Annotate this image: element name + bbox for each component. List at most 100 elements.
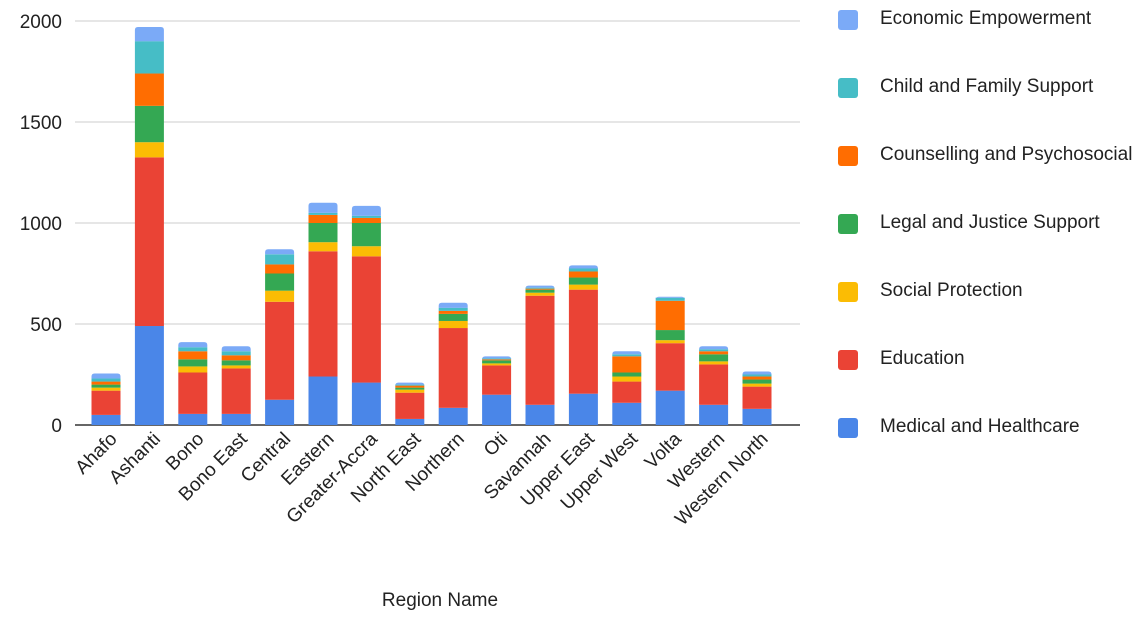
- legend-item: Medical and Healthcare: [838, 416, 1138, 484]
- bar-segment: [221, 365, 251, 369]
- bar-segment: [438, 310, 468, 314]
- legend-label: Social Protection: [880, 280, 1023, 301]
- bar-segment: [221, 360, 251, 366]
- bar-segment: [134, 326, 164, 425]
- legend-item: Legal and Justice Support: [838, 212, 1138, 280]
- bar-segment: [438, 407, 468, 425]
- bar-segment: [178, 372, 208, 414]
- bar-segment: [221, 351, 251, 356]
- bar-segment: [612, 402, 642, 425]
- legend-label: Counselling and Psychosocial: [880, 144, 1133, 165]
- bar-segment: [265, 249, 295, 255]
- bar-segment: [178, 342, 208, 348]
- legend-swatch: [838, 350, 858, 370]
- bar-segment: [134, 41, 164, 74]
- bar-segment: [568, 277, 598, 285]
- bar-segment: [351, 246, 381, 257]
- bar-segment: [308, 242, 338, 252]
- bar-segment: [395, 387, 425, 390]
- bars: [91, 27, 772, 425]
- bar-segment: [91, 373, 121, 379]
- legend-swatch: [838, 146, 858, 166]
- bar-segment: [612, 376, 642, 382]
- bar-segment: [395, 382, 425, 386]
- bar-segment: [655, 297, 685, 301]
- y-axis-ticks: 0 500 1000 1500 2000: [20, 12, 62, 437]
- bar-segment: [612, 351, 642, 355]
- bar-segment: [482, 365, 512, 395]
- legend-item: Social Protection: [838, 280, 1138, 348]
- legend-item: Education: [838, 348, 1138, 416]
- bar-segment: [395, 384, 425, 386]
- bar-segment: [91, 390, 121, 415]
- bar-segment: [525, 404, 555, 425]
- bar-segment: [568, 393, 598, 425]
- bar-segment: [482, 358, 512, 360]
- bar-segment: [351, 215, 381, 218]
- bar-segment: [265, 290, 295, 302]
- bar-segment: [699, 351, 729, 355]
- bar-segment: [351, 217, 381, 223]
- bar-segment: [525, 288, 555, 290]
- bar-segment: [438, 328, 468, 408]
- y-tick-label: 2000: [20, 12, 62, 33]
- bar-segment: [91, 381, 121, 385]
- bar-segment: [91, 384, 121, 388]
- bar-segment: [351, 205, 381, 216]
- legend-label: Child and Family Support: [880, 76, 1094, 97]
- bar-segment: [265, 301, 295, 400]
- bar-segment: [699, 361, 729, 365]
- legend-swatch: [838, 282, 858, 302]
- bar-segment: [525, 289, 555, 293]
- legend-swatch: [838, 214, 858, 234]
- y-tick-label: 0: [51, 416, 62, 437]
- bar-segment: [568, 289, 598, 394]
- bar-segment: [482, 394, 512, 425]
- bar-segment: [134, 73, 164, 106]
- bar-segment: [699, 346, 729, 350]
- bar-segment: [612, 372, 642, 377]
- legend-swatch: [838, 78, 858, 98]
- x-axis-title: Region Name: [381, 590, 499, 611]
- bar-segment: [612, 381, 642, 403]
- bar-segment: [91, 387, 121, 391]
- bar-segment: [308, 212, 338, 215]
- y-tick-label: 500: [30, 315, 62, 336]
- bar-segment: [221, 413, 251, 425]
- bar-segment: [482, 363, 512, 366]
- bar-segment: [525, 287, 555, 289]
- bar-segment: [265, 273, 295, 291]
- bar-segment: [395, 418, 425, 425]
- legend-item: Counselling and Psychosocial: [838, 144, 1138, 212]
- bar-segment: [134, 157, 164, 327]
- bar-segment: [525, 292, 555, 296]
- bar-segment: [438, 320, 468, 329]
- bar-segment: [265, 254, 295, 265]
- y-tick-label: 1500: [20, 113, 62, 134]
- bar-segment: [742, 408, 772, 425]
- bar-segment: [91, 378, 121, 382]
- bar-segment: [178, 347, 208, 352]
- bar-segment: [568, 271, 598, 278]
- legend-item: Child and Family Support: [838, 76, 1138, 144]
- bar-segment: [525, 285, 555, 289]
- x-tick-label: Oti: [480, 429, 512, 461]
- bar-segment: [742, 383, 772, 387]
- legend-item: Economic Empowerment: [838, 8, 1138, 76]
- bar-segment: [178, 359, 208, 367]
- legend-label: Economic Empowerment: [880, 8, 1092, 29]
- bar-segment: [525, 295, 555, 405]
- bar-segment: [91, 414, 121, 425]
- bar-segment: [482, 360, 512, 364]
- bar-segment: [134, 27, 164, 42]
- bar-segment: [655, 296, 685, 300]
- bar-segment: [351, 223, 381, 247]
- bar-segment: [351, 382, 381, 425]
- bar-segment: [351, 256, 381, 383]
- bar-segment: [308, 251, 338, 377]
- bar-segment: [395, 392, 425, 419]
- bar-segment: [308, 223, 338, 243]
- legend-label: Education: [880, 348, 965, 369]
- bar-segment: [699, 404, 729, 425]
